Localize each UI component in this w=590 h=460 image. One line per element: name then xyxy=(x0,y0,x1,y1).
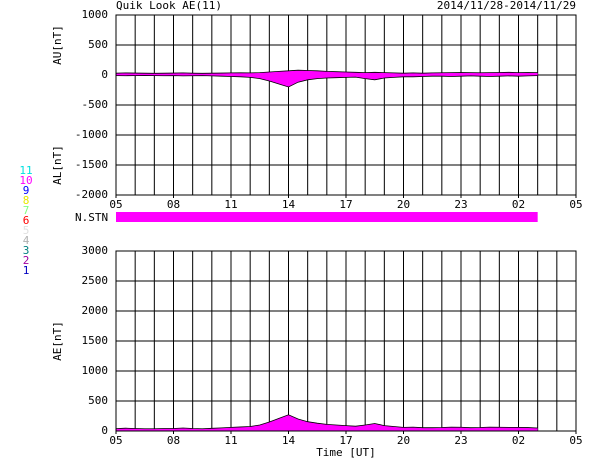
area-outline xyxy=(115,414,538,430)
y-tick-label: 1500 xyxy=(82,334,109,347)
station-level: 8 xyxy=(23,194,30,207)
y-tick-label: -1500 xyxy=(75,158,108,171)
area-fill xyxy=(116,414,538,431)
station-level: 1 xyxy=(23,264,30,277)
x-tick-label: 05 xyxy=(109,434,122,447)
station-label: N.STN xyxy=(75,211,108,224)
plot-frame xyxy=(115,250,577,432)
x-tick-label: 17 xyxy=(339,434,352,447)
y-tick-label: 2500 xyxy=(82,274,109,287)
x-tick-label: 02 xyxy=(512,198,525,211)
area-outline xyxy=(115,69,538,74)
x-tick-label: 23 xyxy=(454,434,467,447)
y-axis-label: AU[nT] xyxy=(51,25,64,65)
station-level: 7 xyxy=(23,204,30,217)
x-tick-label: 23 xyxy=(454,198,467,211)
station-level: 9 xyxy=(23,184,30,197)
y-tick-label: -2000 xyxy=(75,188,108,201)
y-axis-label: AE[nT] xyxy=(51,321,64,361)
plot-frame xyxy=(115,14,577,196)
x-tick-label: 02 xyxy=(512,434,525,447)
x-tick-label: 05 xyxy=(109,198,122,211)
x-tick-label: 05 xyxy=(569,198,582,211)
y-tick-label: 3000 xyxy=(82,244,109,257)
station-bar xyxy=(116,212,538,222)
x-tick-label: 05 xyxy=(569,434,582,447)
station-level: 2 xyxy=(23,254,30,267)
y-tick-label: -1000 xyxy=(75,128,108,141)
x-tick-label: 14 xyxy=(282,198,296,211)
x-tick-label: 11 xyxy=(224,198,237,211)
station-level: 3 xyxy=(23,244,30,257)
station-level: 10 xyxy=(19,174,32,187)
area-outline xyxy=(115,75,538,88)
x-tick-label: 20 xyxy=(397,434,410,447)
x-tick-label: 08 xyxy=(167,198,180,211)
chart-title: Quik Look AE(11) xyxy=(116,0,222,12)
x-tick-label: 11 xyxy=(224,434,237,447)
x-tick-label: 08 xyxy=(167,434,180,447)
date-range: 2014/11/28-2014/11/29 xyxy=(437,0,576,12)
y-tick-label: 1000 xyxy=(82,364,109,377)
y-tick-label: 0 xyxy=(101,68,108,81)
station-level: 6 xyxy=(23,214,30,227)
station-level: 4 xyxy=(23,234,30,247)
x-tick-label: 20 xyxy=(397,198,410,211)
y-tick-label: 2000 xyxy=(82,304,109,317)
y-tick-label: 0 xyxy=(101,424,108,437)
y-tick-label: 500 xyxy=(88,394,108,407)
x-tick-label: 17 xyxy=(339,198,352,211)
y-tick-label: 500 xyxy=(88,38,108,51)
station-level: 5 xyxy=(23,224,30,237)
y-axis-label: AL[nT] xyxy=(51,145,64,185)
area-fill xyxy=(116,70,538,75)
x-axis-label: Time [UT] xyxy=(316,446,376,459)
y-tick-label: -500 xyxy=(82,98,109,111)
station-level: 11 xyxy=(19,164,32,177)
y-tick-label: 1000 xyxy=(82,8,109,21)
x-tick-label: 14 xyxy=(282,434,296,447)
